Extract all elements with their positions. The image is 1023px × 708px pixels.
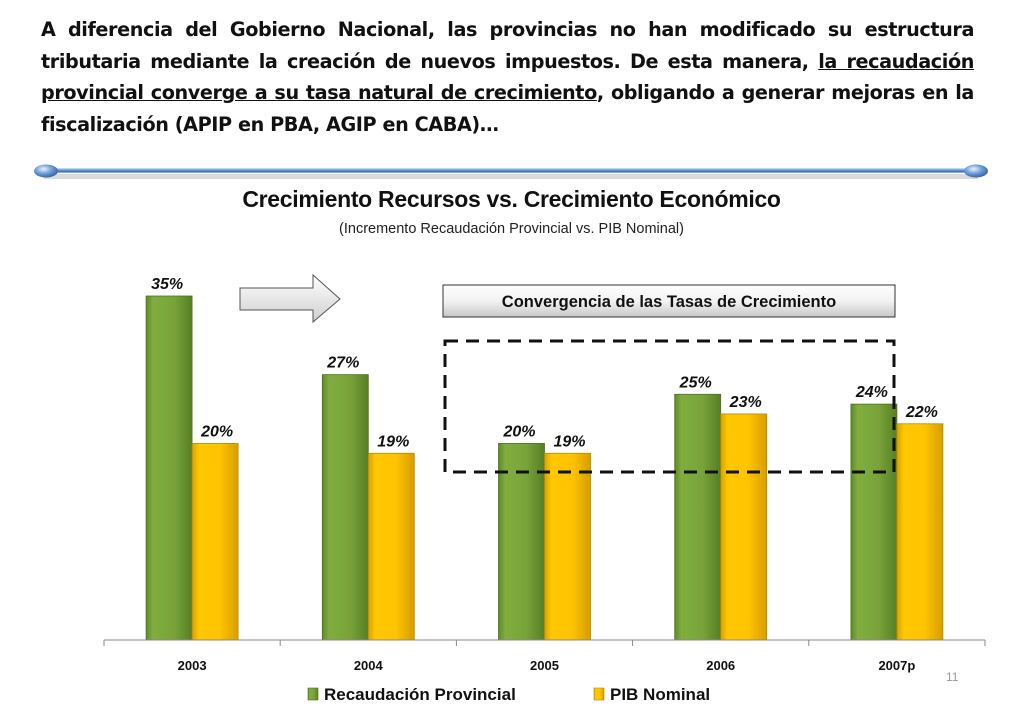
bar-pib-2005: [544, 452, 591, 641]
bar-pib-2003: [191, 443, 239, 641]
page-number: 11: [946, 670, 959, 684]
x-tick-label: 2003: [178, 658, 207, 673]
data-label-recaudacion-2003: 35%: [151, 276, 183, 293]
bar-recaudacion-2003: [145, 295, 193, 641]
bar-pib-2007p: [896, 423, 944, 641]
bar-recaudacion-2007p: [850, 403, 898, 641]
data-label-recaudacion-2004: 27%: [326, 355, 359, 372]
chart-title: Crecimiento Recursos vs. Crecimiento Eco…: [242, 186, 781, 212]
chart-subtitle: (Incremento Recaudación Provincial vs. P…: [339, 221, 684, 237]
x-tick-label: 2007p: [878, 658, 915, 673]
data-label-pib-2003: 20%: [200, 423, 233, 440]
legend-swatch-recaudacion: [307, 687, 319, 701]
convergence-dashed-box: [443, 339, 896, 474]
bar-pib-2006: [720, 413, 768, 641]
divider-left-knob: [34, 164, 58, 178]
trend-arrow: [239, 273, 341, 324]
convergence-callout: Convergencia de las Tasas de Crecimiento: [442, 284, 896, 318]
data-label-recaudacion-2006: 25%: [679, 374, 712, 391]
data-label-pib-2004: 19%: [377, 433, 409, 450]
legend-label-recaudacion: Recaudación Provincial: [324, 685, 516, 704]
bar-recaudacion-2006: [674, 393, 722, 641]
intro-paragraph: A diferencia del Gobierno Nacional, las …: [41, 14, 974, 140]
intro-text-2: , obligando a generar mejoras en la fisc…: [41, 81, 974, 136]
data-label-recaudacion-2007p: 24%: [855, 384, 888, 401]
data-label-pib-2007p: 22%: [905, 404, 938, 421]
convergence-callout-label: Convergencia de las Tasas de Crecimiento: [502, 293, 836, 311]
legend-swatch-pib: [593, 687, 605, 701]
x-tick-label: 2004: [354, 658, 384, 673]
data-label-pib-2005: 19%: [553, 433, 585, 450]
intro-underlined-text: la recaudación provincial converge a su …: [41, 49, 974, 105]
divider-bar: [34, 164, 988, 179]
data-label-pib-2006: 23%: [729, 394, 762, 411]
bar-recaudacion-2004: [321, 374, 369, 641]
data-label-recaudacion-2005: 20%: [502, 423, 535, 440]
x-tick-label: 2005: [530, 658, 559, 673]
intro-text-1: A diferencia del Gobierno Nacional, las …: [41, 18, 974, 73]
bar-pib-2004: [367, 452, 415, 641]
x-tick-label: 2006: [706, 658, 735, 673]
divider-right-knob: [964, 164, 988, 178]
legend-label-pib: PIB Nominal: [610, 685, 710, 704]
